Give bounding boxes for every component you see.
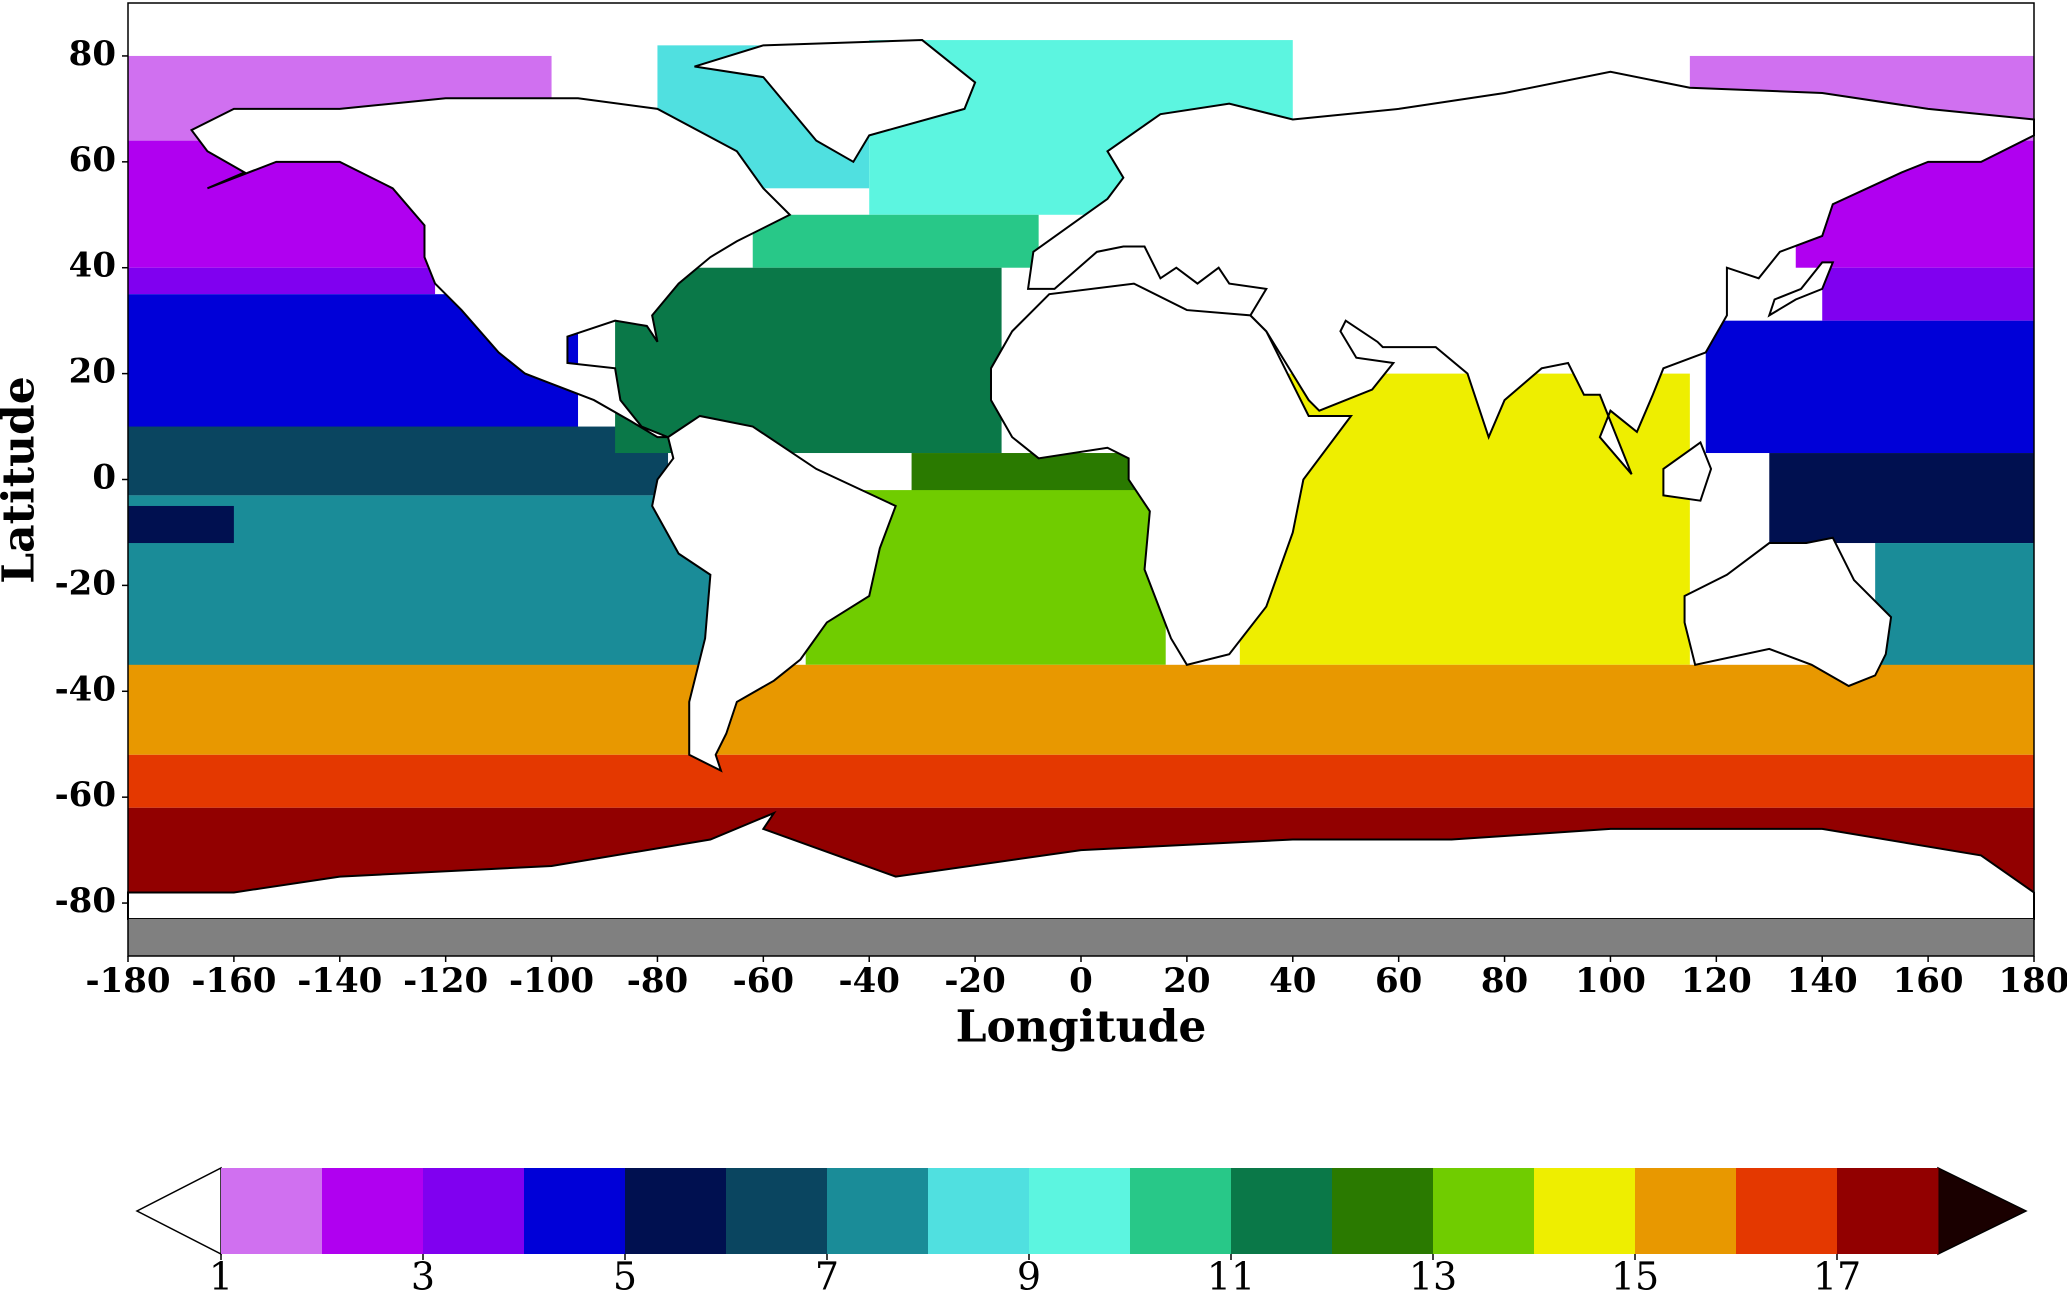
- x-tick-label: 60: [1375, 961, 1422, 1001]
- ocean-region: [128, 505, 234, 544]
- landmass: [651, 414, 897, 773]
- landmass: [1662, 440, 1713, 502]
- y-tick-label: 0: [92, 458, 116, 498]
- colorbar-swatch: [423, 1168, 525, 1254]
- landmass: [1767, 261, 1835, 318]
- colorbar-tick-label: 1: [209, 1255, 233, 1299]
- ocean-region: [1822, 267, 2034, 321]
- x-tick-label: -40: [839, 961, 900, 1001]
- y-tick-label: -60: [55, 775, 116, 815]
- x-tick-label: 100: [1575, 961, 1646, 1001]
- ocean-region: [1875, 543, 2034, 681]
- colorbar-tick-label: 7: [815, 1255, 839, 1299]
- colorbar-tick-label: 5: [613, 1255, 637, 1299]
- colorbar-tick-label: 9: [1017, 1255, 1041, 1299]
- colorbar-swatch: [1534, 1168, 1636, 1254]
- landmass: [694, 39, 977, 164]
- y-tick-label: 40: [69, 246, 116, 286]
- colorbar-tick-label: 17: [1813, 1255, 1861, 1299]
- landmass: [989, 282, 1354, 666]
- map-area: [127, 2, 2035, 957]
- colorbar-swatch: [1837, 1168, 1939, 1254]
- colorbar-swatch: [524, 1168, 626, 1254]
- colorbar-over: [1937, 1166, 2028, 1256]
- x-tick-label: -80: [627, 961, 688, 1001]
- colorbar-tick-label: 11: [1207, 1255, 1255, 1299]
- x-tick-label: 40: [1269, 961, 1316, 1001]
- colorbar-swatch: [1130, 1168, 1232, 1254]
- colorbar-swatch: [1029, 1168, 1131, 1254]
- x-tick-label: -120: [403, 961, 488, 1001]
- ocean-region: [128, 426, 669, 496]
- colorbar-tick-label: 15: [1611, 1255, 1659, 1299]
- x-tick-label: 80: [1481, 961, 1528, 1001]
- y-tick-label: -20: [55, 563, 116, 603]
- colorbar-swatch: [1433, 1168, 1535, 1254]
- colorbar-swatch: [928, 1168, 1030, 1254]
- colorbar-swatch: [1231, 1168, 1333, 1254]
- ocean-region: [752, 214, 1039, 268]
- colorbar-swatch: [1736, 1168, 1838, 1254]
- y-tick-label: 80: [69, 34, 116, 74]
- colorbar-swatch: [726, 1168, 828, 1254]
- x-tick-label: -20: [944, 961, 1005, 1001]
- x-tick-label: -160: [191, 961, 276, 1001]
- ocean-region: [128, 664, 2034, 755]
- x-tick-label: -140: [297, 961, 382, 1001]
- y-tick-label: 20: [69, 352, 116, 392]
- colorbar-swatch: [827, 1168, 929, 1254]
- colorbar-swatch: [1332, 1168, 1434, 1254]
- no-data-band: [128, 918, 2034, 956]
- colorbar-swatch: [221, 1168, 323, 1254]
- x-axis-label: Longitude: [956, 1002, 1207, 1053]
- x-tick-label: 120: [1681, 961, 1752, 1001]
- x-tick-label: 140: [1787, 961, 1858, 1001]
- colorbar-under: [135, 1166, 222, 1256]
- x-tick-label: 160: [1893, 961, 1964, 1001]
- ocean-region: [615, 267, 1002, 454]
- colorbar: 1 3 5 7 9 11 13 15 17: [135, 1166, 2028, 1299]
- landmass: [190, 97, 792, 439]
- ocean-region: [128, 754, 2034, 808]
- colorbar-tick-label: 3: [411, 1255, 435, 1299]
- colorbar-swatch: [322, 1168, 424, 1254]
- colorbar-tick-label: 13: [1409, 1255, 1457, 1299]
- landmass: [1683, 536, 1893, 688]
- landmass: [1026, 70, 2035, 475]
- y-tick-label: 60: [69, 140, 116, 180]
- ocean-region: [128, 267, 436, 295]
- colorbar-swatch: [625, 1168, 727, 1254]
- y-tick-label: -80: [55, 881, 116, 921]
- ocean-region: [1705, 320, 2034, 454]
- y-tick-label: -40: [55, 669, 116, 709]
- x-tick-label: 20: [1163, 961, 1210, 1001]
- x-tick-label: -180: [85, 961, 170, 1001]
- x-tick-label: 180: [1999, 961, 2067, 1001]
- ocean-region: [1769, 453, 2034, 544]
- x-tick-label: 0: [1069, 961, 1093, 1001]
- y-axis-label: Latitude: [0, 376, 45, 584]
- colorbar-swatch: [1635, 1168, 1737, 1254]
- x-tick-label: -60: [733, 961, 794, 1001]
- x-tick-label: -100: [509, 961, 594, 1001]
